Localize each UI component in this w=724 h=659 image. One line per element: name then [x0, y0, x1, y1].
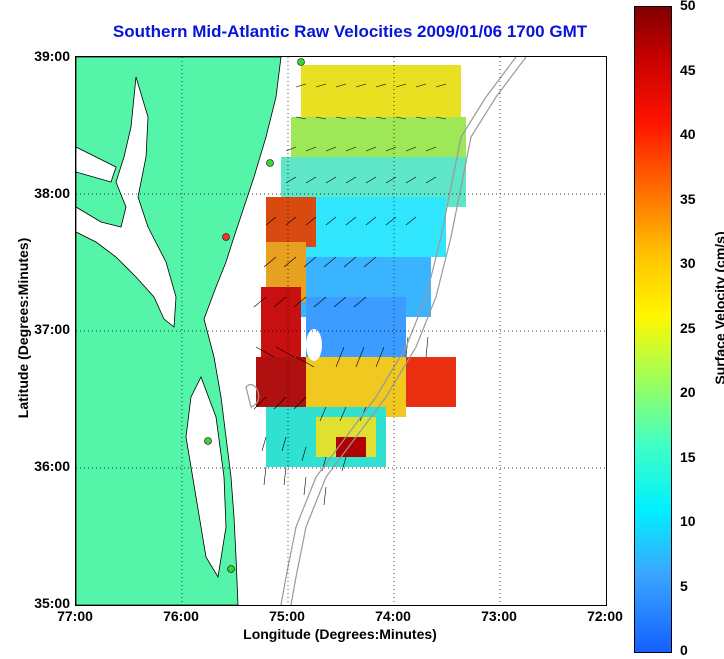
station-markers: [204, 58, 305, 573]
colorbar-tick: 40: [680, 126, 696, 142]
x-tick: 75:00: [269, 608, 305, 624]
colorbar-tick: 20: [680, 384, 696, 400]
y-axis-label: Latitude (Degrees:Minutes): [15, 237, 31, 419]
bay-inlet: [76, 146, 117, 183]
y-tick: 38:00: [34, 185, 70, 201]
colorbar-tick: 30: [680, 255, 696, 271]
velocity-arrows: [253, 83, 447, 506]
station-marker: [204, 437, 212, 445]
y-tick: 36:00: [34, 458, 70, 474]
x-tick: 72:00: [587, 608, 623, 624]
land-mass: [76, 57, 282, 605]
station-marker: [297, 58, 305, 66]
colorbar-tick: 0: [680, 642, 688, 658]
map-svg: [76, 57, 606, 605]
colorbar-tick: 5: [680, 578, 688, 594]
x-axis-label: Longitude (Degrees:Minutes): [243, 626, 437, 642]
x-tick: 76:00: [163, 608, 199, 624]
colorbar-tick: 25: [680, 320, 696, 336]
velocity-field: [256, 65, 466, 467]
colorbar-tick: 10: [680, 513, 696, 529]
y-tick: 39:00: [34, 48, 70, 64]
station-marker: [222, 233, 230, 241]
map-title: Southern Mid-Atlantic Raw Velocities 200…: [112, 22, 588, 41]
x-tick: 74:00: [375, 608, 411, 624]
bathymetry-contours: [245, 57, 527, 605]
chesapeake-bay: [76, 76, 177, 328]
colorbar-tick: 50: [680, 0, 696, 13]
x-tick: 77:00: [57, 608, 93, 624]
map-panel[interactable]: [75, 56, 607, 606]
colorbar-tick: 35: [680, 191, 696, 207]
y-tick: 35:00: [34, 595, 70, 611]
grid-lines: [76, 57, 606, 605]
y-tick: 37:00: [34, 321, 70, 337]
colorbar-tick: 45: [680, 62, 696, 78]
station-marker: [227, 565, 235, 573]
x-tick: 73:00: [481, 608, 517, 624]
colorbar-label: Surface Velocity (cm/s): [712, 231, 724, 385]
sound: [185, 376, 227, 579]
colorbar-tick: 15: [680, 449, 696, 465]
colorbar: [634, 6, 672, 653]
station-marker: [266, 159, 274, 167]
